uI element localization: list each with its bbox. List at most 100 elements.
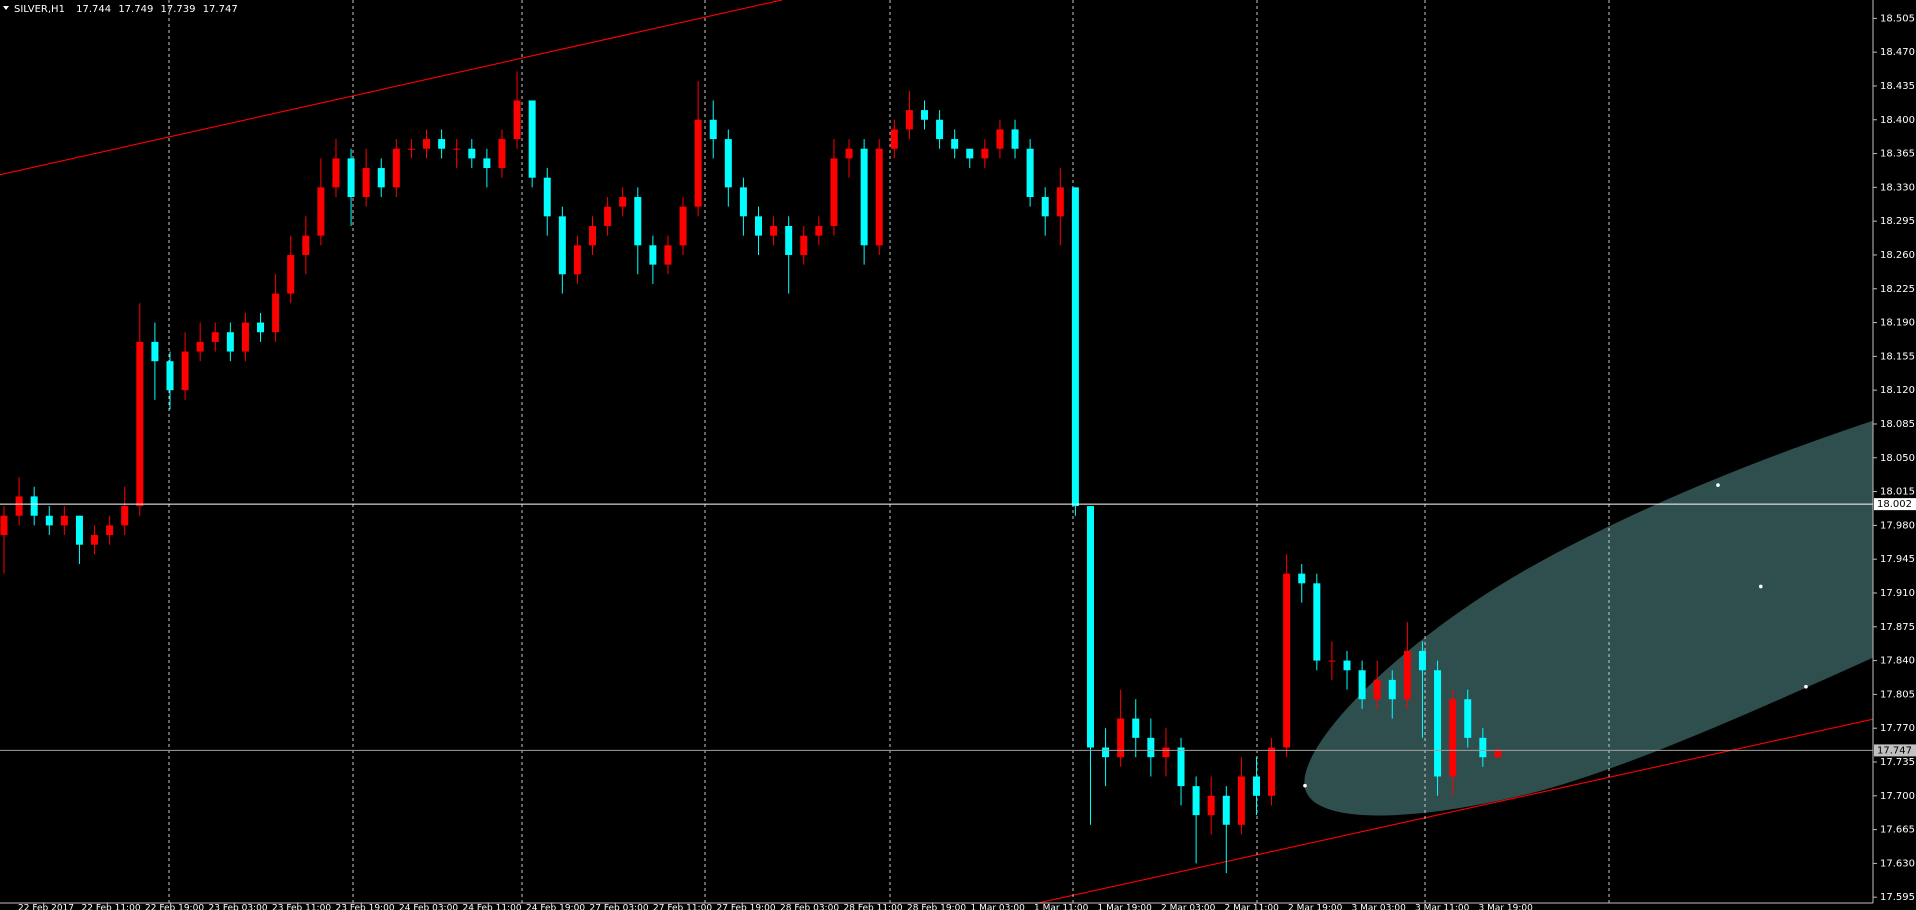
y-tick-label: 18.190 — [1880, 318, 1915, 329]
candle-body — [226, 332, 234, 352]
y-tick-label: 18.085 — [1880, 419, 1915, 430]
candle-body — [543, 177, 551, 217]
candle-body — [498, 139, 506, 169]
candle-body — [1011, 129, 1019, 149]
drawing-layer — [0, 0, 1873, 903]
x-tick-label: 23 Feb 19:00 — [336, 904, 395, 910]
candle-body — [619, 197, 627, 207]
candle-body — [724, 139, 732, 188]
y-tick-label: 17.735 — [1880, 757, 1915, 768]
y-tick-label: 17.805 — [1880, 689, 1915, 700]
candle-body — [1403, 650, 1411, 700]
y-tick-label: 17.945 — [1880, 554, 1915, 565]
x-tick-label: 28 Feb 03:00 — [780, 904, 839, 910]
anchor-point — [1758, 584, 1763, 589]
y-tick-label: 17.840 — [1880, 656, 1915, 667]
candle-body — [966, 148, 974, 159]
x-tick-label: 24 Feb 03:00 — [399, 904, 458, 910]
candle-body — [845, 148, 853, 159]
ellipse-drawing — [1304, 420, 1873, 816]
candle-body — [589, 225, 597, 246]
candle-body — [1343, 660, 1351, 671]
candle-body — [1102, 747, 1110, 758]
candle-body — [1086, 506, 1094, 748]
candle-body — [75, 515, 83, 545]
candle-body — [1358, 670, 1366, 700]
candle-body — [1117, 718, 1125, 758]
candle-body — [1479, 737, 1487, 758]
quote-open: 17.744 — [76, 4, 111, 15]
x-tick-label: 1 Mar 19:00 — [1098, 904, 1153, 910]
candle-body — [1177, 747, 1185, 787]
y-tick-label: 17.910 — [1880, 588, 1915, 599]
candle-body — [317, 187, 325, 236]
candle-body — [1237, 776, 1245, 825]
candle-body — [121, 506, 129, 526]
candle-body — [45, 515, 53, 526]
y-tick-label: 18.050 — [1880, 453, 1915, 464]
candles — [0, 71, 1502, 874]
candle-body — [1041, 197, 1049, 217]
y-tick-label: 18.400 — [1880, 115, 1915, 126]
candle-body — [951, 139, 959, 149]
trend-line — [1035, 718, 1873, 903]
trend-line — [0, 0, 783, 176]
candle-body — [91, 535, 99, 545]
candle-body — [1147, 737, 1155, 758]
candle-body — [272, 293, 280, 333]
candle-body — [241, 322, 249, 352]
candle-body — [60, 515, 68, 526]
candle-body — [1252, 776, 1260, 796]
x-tick-label: 2 Mar 11:00 — [1225, 904, 1280, 910]
x-tick-label: 1 Mar 03:00 — [971, 904, 1026, 910]
x-tick-label: 2 Mar 19:00 — [1288, 904, 1343, 910]
candle-body — [181, 351, 189, 391]
y-tick-label: 18.505 — [1880, 13, 1915, 24]
candle-body — [528, 100, 536, 178]
y-tick-label: 18.260 — [1880, 250, 1915, 261]
y-tick-label: 17.595 — [1880, 892, 1915, 903]
candle-body — [815, 225, 823, 236]
x-tick-label: 23 Feb 11:00 — [272, 904, 331, 910]
x-tick-label: 22 Feb 19:00 — [145, 904, 204, 910]
x-tick-label: 24 Feb 11:00 — [463, 904, 522, 910]
candle-body — [1192, 786, 1200, 816]
candle-body — [302, 235, 310, 255]
candle-body — [890, 129, 898, 149]
candle-body — [1283, 573, 1291, 748]
x-tick-label: 1 Mar 11:00 — [1034, 904, 1089, 910]
quote-close: 17.747 — [203, 4, 238, 15]
x-tick-label: 28 Feb 19:00 — [907, 904, 966, 910]
x-tick-label: 2 Mar 03:00 — [1161, 904, 1216, 910]
price-lines: 18.002 17.747 — [0, 498, 1916, 757]
candle-body — [1373, 679, 1381, 700]
x-tick-label: 3 Mar 11:00 — [1415, 904, 1470, 910]
candle-body — [257, 322, 265, 333]
menu-arrow[interactable] — [3, 6, 9, 10]
y-tick-label: 17.770 — [1880, 723, 1915, 734]
candle-body — [1207, 795, 1215, 816]
candle-body — [860, 148, 868, 246]
candle-body — [694, 119, 702, 207]
candle-body — [151, 341, 159, 362]
candle-body — [468, 148, 476, 159]
candle-body — [1298, 573, 1306, 584]
price-label: 17.747 — [1877, 745, 1912, 756]
candle-body — [332, 158, 340, 188]
drawings — [0, 0, 1873, 903]
candle-body — [1026, 148, 1034, 198]
candle-body — [1056, 187, 1064, 217]
y-tick-label: 18.015 — [1880, 487, 1915, 498]
symbol: SILVER,H1 — [14, 4, 65, 15]
anchor-point — [1303, 783, 1307, 788]
y-tick-label: 17.700 — [1880, 791, 1915, 802]
candle-body — [573, 245, 581, 275]
candle-body — [211, 332, 219, 342]
candle-body — [483, 158, 491, 169]
candle-body — [739, 187, 747, 217]
y-tick-label: 18.435 — [1880, 81, 1915, 92]
candle-body — [936, 119, 944, 140]
candle-body — [362, 168, 370, 198]
candle-body — [513, 100, 521, 140]
